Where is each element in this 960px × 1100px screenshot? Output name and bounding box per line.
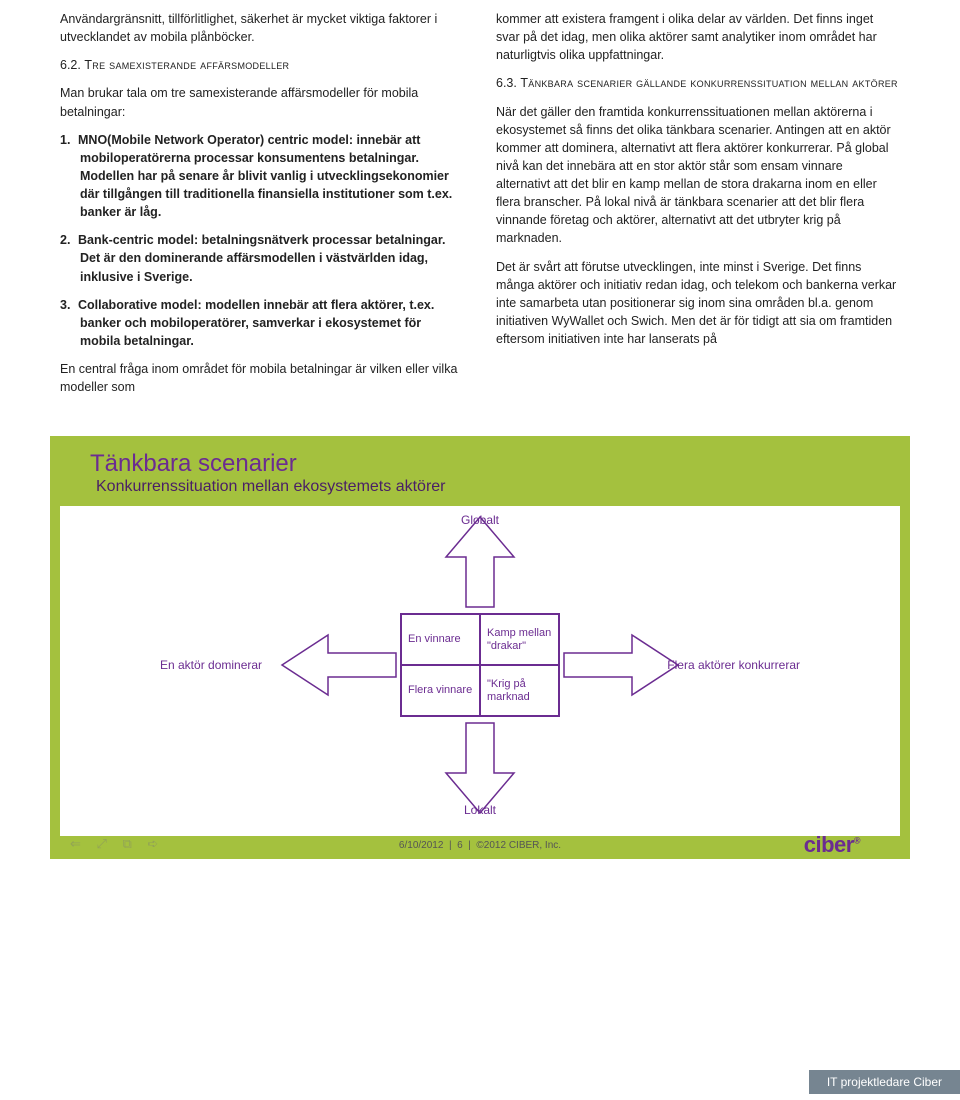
tail-6-2: En central fråga inom området för mobila… [60,360,464,396]
arrow-down-icon [444,721,516,815]
arrow-up-icon [444,515,516,609]
embedded-slide: Tänkbara scenarier Konkurrenssituation m… [50,436,910,859]
list-item-1: 1.MNO(Mobile Network Operator) centric m… [80,131,464,222]
slide-subtitle: Konkurrenssituation mellan ekosystemets … [60,478,900,506]
footer-copyright: ©2012 CIBER, Inc. [476,840,561,851]
slide-footer: ⇐ ⤢ ⧉ ➪ 6/10/2012 | 6 | ©2012 CIBER, Inc… [60,836,900,853]
arrow-right-icon [562,633,680,697]
list-item-2: 2.Bank-centric model: betalningsnätverk … [80,231,464,285]
scenario-diagram: Globalt Lokalt En aktör dominerar Flera … [160,515,800,815]
heading-number: 6.2. [60,58,81,72]
ciber-logo: ciber® [804,832,860,858]
heading-number: 6.3. [496,76,517,90]
list-item-3-text: Collaborative model: modellen innebär at… [78,298,434,348]
heading-caps: Tre samexisterande affärsmodeller [84,58,289,72]
scenario-matrix: En vinnare Kamp mellan "drakar" Flera vi… [400,613,560,717]
slide-body: Globalt Lokalt En aktör dominerar Flera … [60,506,900,836]
matrix-q-top-left: En vinnare [401,614,480,665]
heading-6-2: 6.2. Tre samexisterande affärsmodeller [60,56,464,74]
axis-left-label: En aktör dominerar [160,658,262,672]
axis-right-label: Flera aktörer konkurrerar [667,658,800,672]
left-column: Användargränsnitt, tillförlitlighet, säk… [60,10,464,406]
matrix-q-bottom-left: Flera vinnare [401,665,480,716]
ciber-logo-text: ciber [804,832,854,857]
list-item-2-text: Bank-centric model: betalningsnätverk pr… [78,233,445,283]
slide-title: Tänkbara scenarier [60,444,900,478]
two-column-text: Användargränsnitt, tillförlitlighet, säk… [60,10,900,406]
heading-caps: Tänkbara scenarier gällande konkurrenssi… [520,76,898,90]
slide-nav-icons: ⇐ ⤢ ⧉ ➪ [70,836,164,852]
heading-6-3: 6.3. Tänkbara scenarier gällande konkurr… [496,74,900,92]
right-p1: kommer att existera framgent i olika del… [496,10,900,64]
axis-top-label: Globalt [461,513,499,527]
page-body: Användargränsnitt, tillförlitlighet, säk… [0,0,960,406]
list-item-3: 3.Collaborative model: modellen innebär … [80,296,464,350]
bottom-bar: IT projektledare Ciber [809,1070,960,1094]
right-p2: När det gäller den framtida konkurrenssi… [496,103,900,248]
right-column: kommer att existera framgent i olika del… [496,10,900,406]
axis-bottom-label: Lokalt [464,803,496,817]
matrix-q-bottom-right: "Krig på marknad [480,665,559,716]
intro-paragraph: Användargränsnitt, tillförlitlighet, säk… [60,10,464,46]
list-item-1-text: MNO(Mobile Network Operator) centric mod… [78,133,452,220]
footer-page: 6 [457,840,463,851]
lead-6-2: Man brukar tala om tre samexisterande af… [60,84,464,120]
footer-date: 6/10/2012 [399,840,444,851]
right-p3: Det är svårt att förutse utvecklingen, i… [496,258,900,349]
matrix-q-top-right: Kamp mellan "drakar" [480,614,559,665]
arrow-left-icon [280,633,398,697]
